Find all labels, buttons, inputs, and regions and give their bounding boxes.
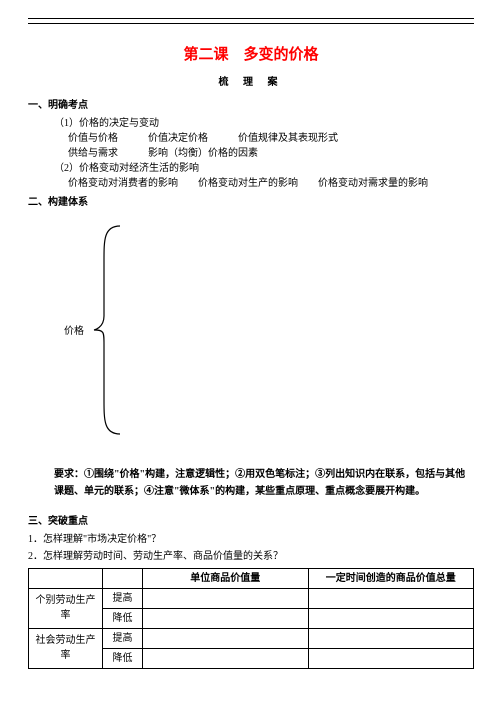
point-1-line-2: 供给与需求 影响（均衡）价格的因素 [68, 146, 474, 161]
cell-blank [143, 628, 309, 648]
cell-individual-rate: 个别劳动生产率 [29, 588, 103, 628]
cell-decrease: 降低 [103, 648, 143, 668]
question-2: 2．怎样理解劳动时间、劳动生产率、商品价值量的关系？ [28, 549, 474, 564]
table-header-blank-2 [103, 568, 143, 588]
horizontal-rule-top [28, 18, 474, 19]
cell-increase: 提高 [103, 588, 143, 608]
cell-blank [308, 628, 474, 648]
section-3-heading: 三、突破重点 [28, 514, 474, 529]
productivity-table: 单位商品价值量 一定时间创造的商品价值总量 个别劳动生产率 提高 降低 社会劳动… [28, 568, 474, 669]
cell-blank [143, 588, 309, 608]
cell-blank [308, 648, 474, 668]
cell-decrease: 降低 [103, 608, 143, 628]
cell-blank [308, 588, 474, 608]
table-header-unit-value: 单位商品价值量 [143, 568, 309, 588]
cell-blank [143, 648, 309, 668]
question-1: 1．怎样理解"市场决定价格"？ [28, 532, 474, 547]
cell-blank [143, 608, 309, 628]
lesson-subtitle: 梳 理 案 [28, 75, 474, 90]
point-2-label: （2）价格变动对经济生活的影响 [54, 161, 474, 176]
cell-social-rate: 社会劳动生产率 [29, 628, 103, 668]
point-1-line-1: 价值与价格 价值决定价格 价值规律及其表现形式 [68, 131, 474, 146]
point-2-line: 价格变动对消费者的影响 价格变动对生产的影响 价格变动对需求量的影响 [68, 176, 474, 191]
table-header-blank-1 [29, 568, 103, 588]
table-header-total-value: 一定时间创造的商品价值总量 [308, 568, 474, 588]
table-row: 社会劳动生产率 提高 [29, 628, 474, 648]
table-row: 个别劳动生产率 提高 [29, 588, 474, 608]
point-1-label: （1）价格的决定与变动 [54, 116, 474, 131]
cell-increase: 提高 [103, 628, 143, 648]
cell-blank [308, 608, 474, 628]
requirements-text: 要求：①围绕"价格"构建，注意逻辑性；②用双色笔标注；③列出知识内在联系，包括与… [54, 466, 474, 500]
brace-diagram: 价格 [28, 220, 474, 450]
table-header-row: 单位商品价值量 一定时间创造的商品价值总量 [29, 568, 474, 588]
horizontal-rule-top-2 [28, 23, 474, 24]
brace-icon [88, 220, 138, 440]
section-2-heading: 二、构建体系 [28, 195, 474, 210]
lesson-title: 第二课 多变的价格 [28, 44, 474, 67]
section-1-heading: 一、明确考点 [28, 98, 474, 113]
brace-label: 价格 [64, 324, 84, 339]
